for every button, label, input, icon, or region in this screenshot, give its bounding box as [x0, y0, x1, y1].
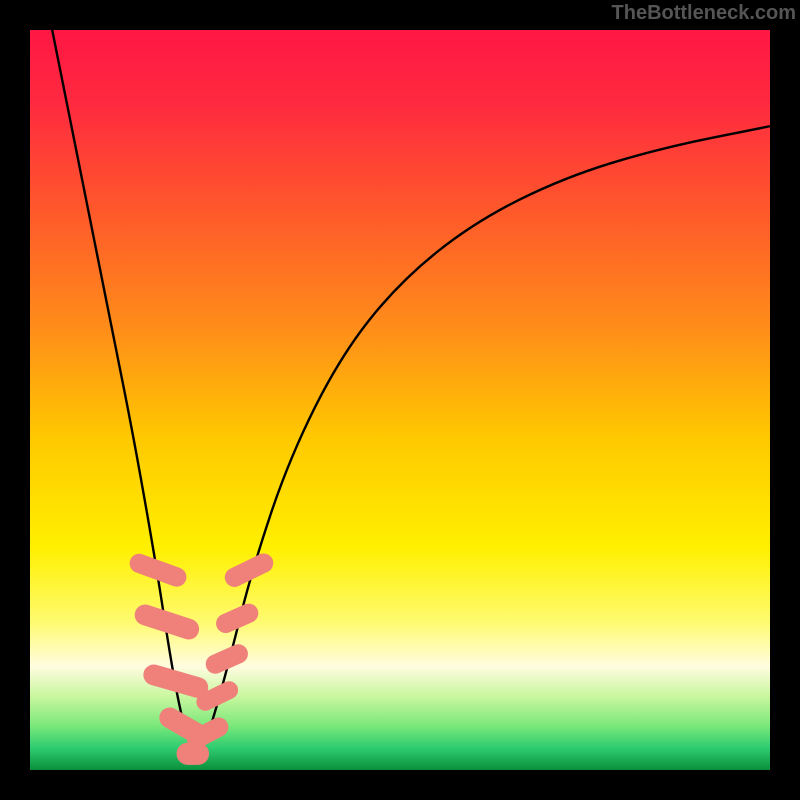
performance-curve-line — [52, 30, 770, 755]
plot-area — [30, 30, 770, 770]
curve-markers — [127, 550, 277, 765]
attribution-text: TheBottleneck.com — [612, 2, 796, 25]
bottleneck-curve — [30, 30, 770, 770]
chart-container: TheBottleneck.com — [0, 0, 800, 800]
